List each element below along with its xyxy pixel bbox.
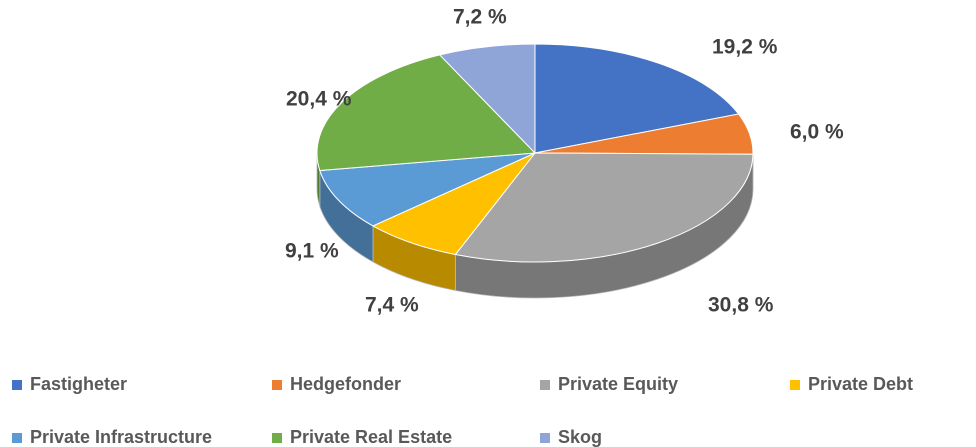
- legend-label: Private Debt: [808, 374, 913, 394]
- data-label: 9,1 %: [285, 240, 339, 263]
- data-label: 6,0 %: [790, 121, 844, 144]
- data-label: 7,2 %: [453, 6, 507, 29]
- slice: [316, 54, 537, 172]
- data-label: 20,4 %: [286, 88, 352, 111]
- legend-label: Fastigheter: [30, 374, 127, 394]
- data-label: 30,8 %: [708, 294, 774, 317]
- legend-swatch: [540, 380, 550, 390]
- slice: [454, 152, 754, 263]
- data-label: 19,2 %: [712, 36, 778, 59]
- legend-label: Private Equity: [558, 374, 678, 394]
- legend-label: Private Infrastructure: [30, 427, 212, 447]
- data-label: 7,4 %: [365, 294, 419, 317]
- slice: [319, 152, 536, 227]
- legend-swatch: [12, 380, 22, 390]
- slice: [371, 152, 536, 256]
- legend-swatch: [272, 380, 282, 390]
- legend-swatch: [12, 433, 22, 443]
- legend-label: Skog: [558, 427, 602, 447]
- legend-label: Private Real Estate: [290, 427, 452, 447]
- legend-label: Hedgefonder: [290, 374, 401, 394]
- slice: [534, 43, 740, 154]
- slice: [438, 43, 536, 155]
- legend-swatch: [540, 433, 550, 443]
- legend-swatch: [272, 433, 282, 443]
- legend-swatch: [790, 380, 800, 390]
